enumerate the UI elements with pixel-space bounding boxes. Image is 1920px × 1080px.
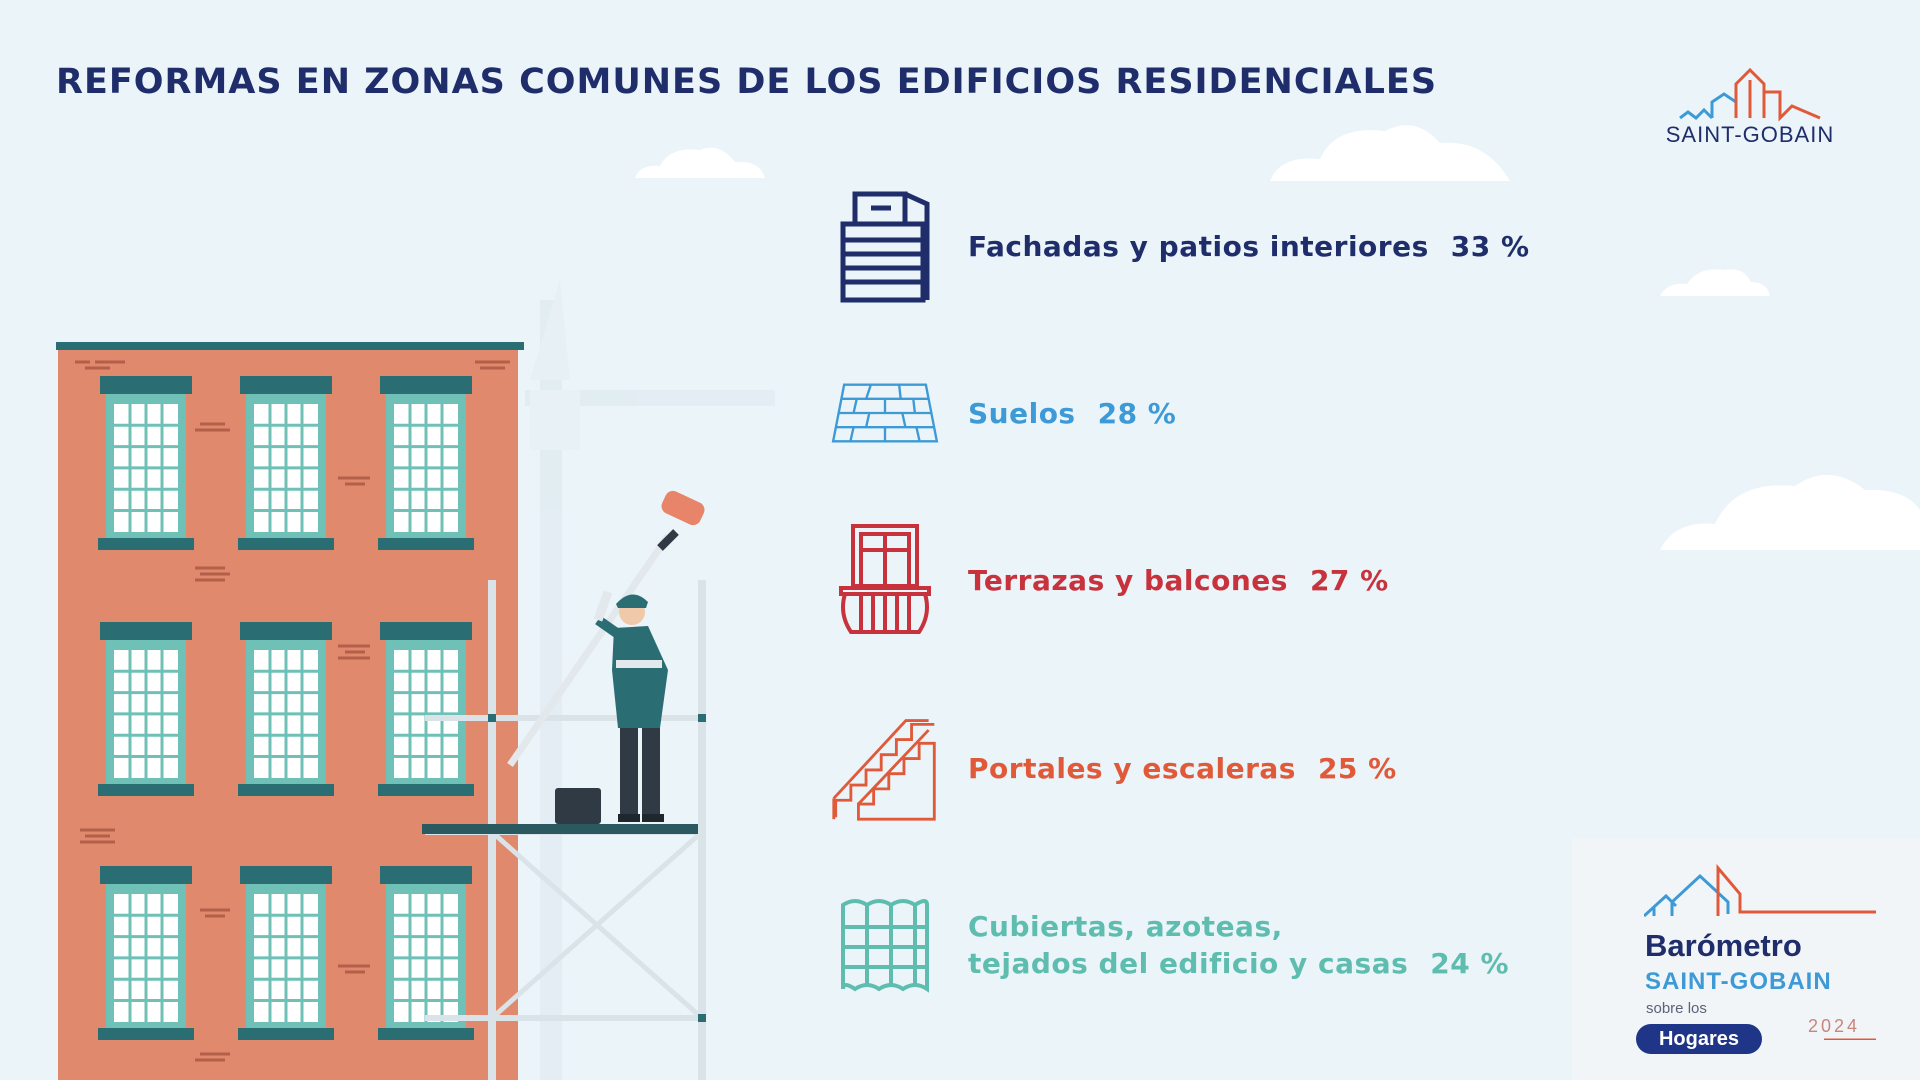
building-window (378, 622, 474, 796)
page-title: REFORMAS EN ZONAS COMUNES DE LOS EDIFICI… (56, 62, 1438, 102)
office-building-icon (840, 191, 930, 303)
skyline-logo-icon (1679, 67, 1821, 122)
badge-sobre: sobre los (1646, 1000, 1707, 1017)
building-window (98, 866, 194, 1040)
roof-ledge (56, 342, 524, 350)
stat-value: 28 % (1097, 396, 1177, 430)
house-outline-icon (1644, 863, 1876, 1040)
stat-label-line1: Cubiertas, azoteas, (968, 910, 1283, 943)
cloud-icon (1660, 269, 1770, 296)
stat-suelos: Suelos 28 % (830, 353, 1176, 473)
stat-terrazas: Terrazas y balcones 27 % (830, 520, 1389, 640)
building-window (238, 376, 334, 550)
stat-value: 24 % (1430, 947, 1510, 980)
floor-tiles-icon (831, 383, 939, 443)
cloud-icon (1660, 474, 1920, 550)
stat-value: 27 % (1309, 563, 1389, 597)
painter-figure (593, 590, 668, 822)
building-illustration (56, 280, 775, 1080)
badge-brand: SAINT-GOBAIN (1645, 968, 1832, 995)
building-window (98, 376, 194, 550)
building-window (238, 622, 334, 796)
stat-label-line2: tejados del edificio y casas (968, 947, 1409, 980)
cloud-icon (635, 147, 765, 178)
paint-roller (661, 490, 705, 526)
staircase-icon (832, 719, 936, 821)
building-window (378, 376, 474, 550)
badge-title: Barómetro (1645, 928, 1802, 963)
stat-value: 33 % (1450, 229, 1530, 263)
balcony-icon (839, 524, 931, 634)
brick-details (75, 360, 510, 1062)
stat-portales: Portales y escaleras 25 % (830, 708, 1397, 828)
logo-wordmark: SAINT-GOBAIN (1665, 122, 1835, 147)
stat-fachadas: Fachadas y patios interiores 33 % (830, 186, 1530, 306)
badge-pill: Hogares (1636, 1024, 1762, 1054)
badge-year: 2024 (1808, 1016, 1861, 1036)
building-window (378, 866, 474, 1040)
saint-gobain-logo: SAINT-GOBAIN (1640, 60, 1860, 160)
stat-label: Suelos (968, 396, 1076, 430)
stat-label: Terrazas y balcones (968, 563, 1288, 597)
stat-cubiertas: Cubiertas, azoteas, tejados del edificio… (830, 885, 1509, 1005)
building-window (238, 866, 334, 1040)
roof-tiles-icon (841, 899, 929, 993)
roller-pole (507, 534, 671, 767)
crane-silhouette (525, 280, 775, 1080)
cloud-icon (1270, 125, 1510, 181)
stat-value: 25 % (1317, 751, 1397, 785)
stat-label: Portales y escaleras (968, 751, 1296, 785)
building-window (98, 622, 194, 796)
stat-label: Fachadas y patios interiores (968, 229, 1429, 263)
paint-bucket (555, 788, 601, 824)
scaffold-platform (422, 824, 698, 834)
